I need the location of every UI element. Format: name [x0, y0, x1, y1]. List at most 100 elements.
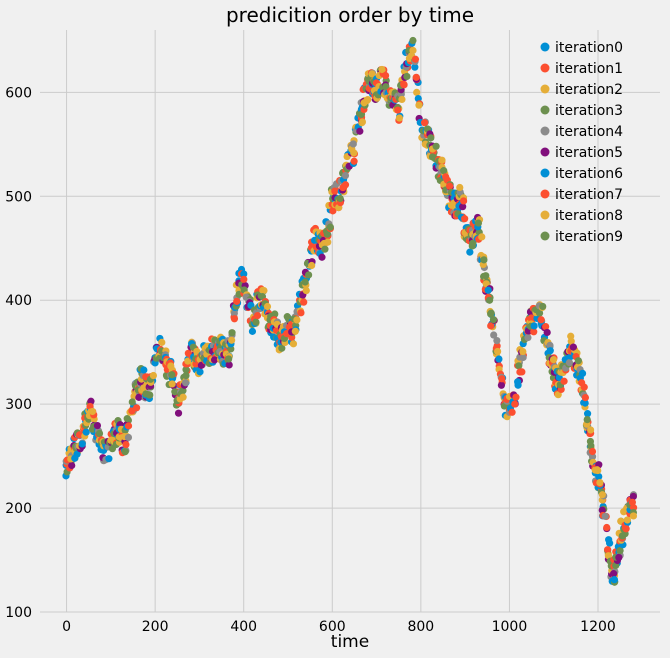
scatter-point	[230, 309, 238, 317]
scatter-point	[604, 552, 612, 560]
scatter-point	[412, 73, 420, 81]
scatter-point	[605, 539, 614, 547]
scatter-point	[489, 316, 498, 324]
scatter-point	[403, 72, 411, 81]
scatter-point	[415, 101, 423, 109]
chart-title: predicition order by time	[226, 3, 474, 27]
scatter-point	[210, 356, 219, 364]
legend-marker	[540, 210, 550, 220]
scatter-point	[542, 323, 550, 331]
scatter-point	[438, 156, 446, 164]
scatter-point	[82, 428, 90, 436]
legend-label: iteration7	[555, 187, 623, 203]
legend-marker	[540, 63, 550, 73]
scatter-point	[305, 271, 313, 279]
legend-label: iteration0	[555, 40, 623, 56]
scatter-point	[565, 358, 574, 367]
legend-marker	[540, 105, 550, 115]
legend-label: iteration2	[555, 82, 623, 98]
scatter-point	[574, 357, 582, 365]
scatter-point	[493, 336, 501, 345]
scatter-point	[318, 253, 326, 261]
scatter-point	[253, 311, 262, 320]
x-tick-label: 0	[62, 619, 71, 635]
legend-label: iteration8	[555, 208, 623, 224]
scatter-point	[549, 355, 558, 364]
scatter-point	[530, 328, 538, 336]
scatter-point	[583, 410, 592, 418]
scatter-point	[225, 361, 233, 369]
scatter-point	[135, 393, 143, 401]
scatter-point	[88, 407, 97, 416]
scatter-point	[409, 36, 417, 45]
scatter-point	[595, 472, 603, 481]
scatter-point	[616, 547, 624, 555]
scatter-point	[193, 347, 201, 356]
scatter-point	[498, 375, 506, 383]
scatter-point	[494, 347, 502, 356]
scatter-point	[543, 328, 551, 337]
legend-marker	[540, 231, 550, 241]
scatter-point	[537, 316, 545, 324]
scatter-point	[398, 95, 406, 104]
scatter-point	[519, 353, 527, 362]
scatter-point	[158, 338, 166, 346]
x-axis-label: time	[331, 632, 369, 652]
scatter-point	[240, 270, 248, 278]
scatter-point	[524, 333, 532, 342]
scatter-point	[329, 207, 337, 215]
scatter-point	[588, 453, 597, 461]
scatter-point	[459, 197, 468, 205]
scatter-point	[427, 134, 435, 142]
legend-label: iteration9	[555, 229, 623, 245]
scatter-point	[149, 371, 158, 380]
scatter-point	[182, 366, 190, 374]
scatter-point	[105, 455, 113, 463]
axis-ticks: 0 200 400 600 800 1000 1200 100 200 300 400 500 600	[5, 85, 616, 635]
scatter-point	[378, 65, 386, 74]
scatter-point	[511, 400, 519, 408]
scatter-point	[301, 278, 309, 286]
scatter-point	[485, 296, 494, 304]
scatter-point	[623, 516, 631, 524]
y-tick-label: 300	[5, 397, 32, 413]
scatter-point	[512, 393, 520, 401]
scatter-point	[252, 318, 260, 326]
scatter-point	[413, 88, 421, 96]
scatter-point	[124, 422, 133, 430]
scatter-point	[140, 366, 148, 374]
scatter-point	[459, 203, 467, 211]
y-tick-label: 600	[5, 85, 32, 101]
scatter-point	[586, 426, 595, 434]
x-tick-label: 1200	[580, 619, 616, 635]
scatter-point	[121, 448, 129, 456]
scatter-point	[578, 369, 587, 377]
scatter-point	[132, 404, 141, 412]
legend-marker	[540, 189, 550, 199]
scatter-point	[122, 440, 130, 449]
legend-label: iteration3	[555, 103, 623, 119]
scatter-point	[530, 322, 538, 330]
x-tick-label: 1000	[492, 619, 528, 635]
legend-marker	[540, 168, 550, 178]
scatter-point	[583, 415, 591, 424]
scatter-point	[474, 219, 483, 227]
scatter-point	[233, 297, 241, 305]
scatter-point	[604, 546, 612, 554]
scatter-point	[341, 181, 350, 189]
x-tick-label: 200	[142, 619, 169, 635]
legend-label: iteration1	[555, 61, 623, 77]
scatter-point	[128, 398, 136, 406]
x-tick-label: 600	[319, 619, 346, 635]
scatter-point	[341, 171, 350, 180]
scatter-point	[356, 127, 364, 135]
scatter-point	[297, 309, 305, 317]
scatter-point	[146, 391, 154, 399]
scatter-point	[593, 466, 601, 474]
legend: iteration0 iteration1 iteration2 iteration3…	[540, 40, 623, 245]
scatter-point	[456, 183, 464, 192]
scatter-point	[628, 498, 636, 506]
scatter-point	[278, 344, 286, 352]
scatter-point	[567, 332, 575, 340]
scatter-point	[349, 140, 357, 148]
